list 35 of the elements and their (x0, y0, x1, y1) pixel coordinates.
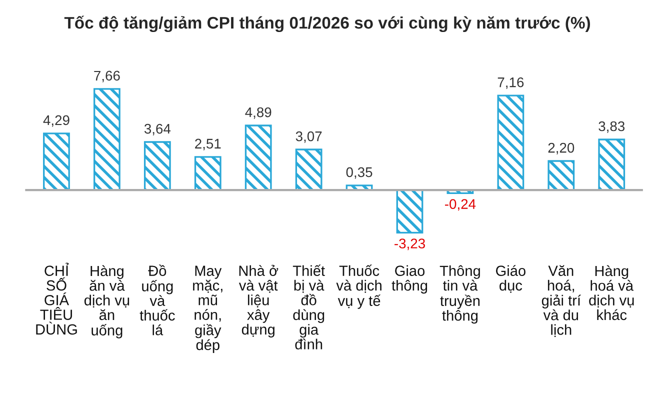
bar (497, 94, 524, 191)
data-label: 4,29 (43, 115, 70, 127)
bar (43, 132, 70, 191)
data-label: 3,07 (296, 131, 322, 143)
x-tick-label: Hàng hoá và dịch vụ khác (589, 265, 634, 320)
bar (295, 148, 322, 191)
data-label: 7,66 (94, 70, 120, 82)
data-label: -0,24 (445, 199, 476, 211)
data-label: 3,83 (598, 121, 625, 133)
data-label: 3,64 (144, 124, 171, 136)
x-tick-label: CHỈ SỐ GIÁ TIÊU DÙNG (36, 262, 77, 335)
data-label: 4,89 (245, 107, 272, 119)
x-tick-label: Giao thông (392, 265, 428, 294)
x-tick-label: Văn hoá, giải trí và du lịch (542, 265, 581, 338)
bar (93, 88, 120, 191)
bar (194, 156, 222, 191)
data-label: 2,51 (195, 138, 221, 150)
x-tick-label: Hàng ăn và dịch vụ ăn uống (84, 265, 130, 338)
x-tick-label: Thuốc và dịch vụ y tế (336, 264, 382, 309)
data-label: 2,20 (548, 142, 574, 154)
x-tick-label: Thiết bị và đồ dùng gia đình (292, 264, 325, 350)
bar (598, 138, 626, 191)
bar (144, 141, 171, 191)
x-tick-label: Thông tin và truyền thông (440, 265, 480, 324)
bar (244, 124, 272, 191)
data-label: 7,16 (498, 77, 524, 89)
x-tick-label: Giáo dục (496, 265, 526, 293)
data-label: 0,35 (346, 167, 372, 179)
bar (548, 160, 575, 191)
x-tick-label: Đồ uống và thuốc lá (140, 264, 175, 336)
x-tick-label: May mặc, mũ nón, giầy dép (193, 266, 222, 354)
bar (396, 189, 424, 234)
data-label: -3,23 (394, 238, 425, 250)
chart-title: Tốc độ tăng/giảm CPI tháng 01/2026 so với cùng kỳ năm trước (%) (64, 16, 590, 32)
x-tick-label: Nhà ở và vật liệu xây dựng (238, 264, 278, 338)
